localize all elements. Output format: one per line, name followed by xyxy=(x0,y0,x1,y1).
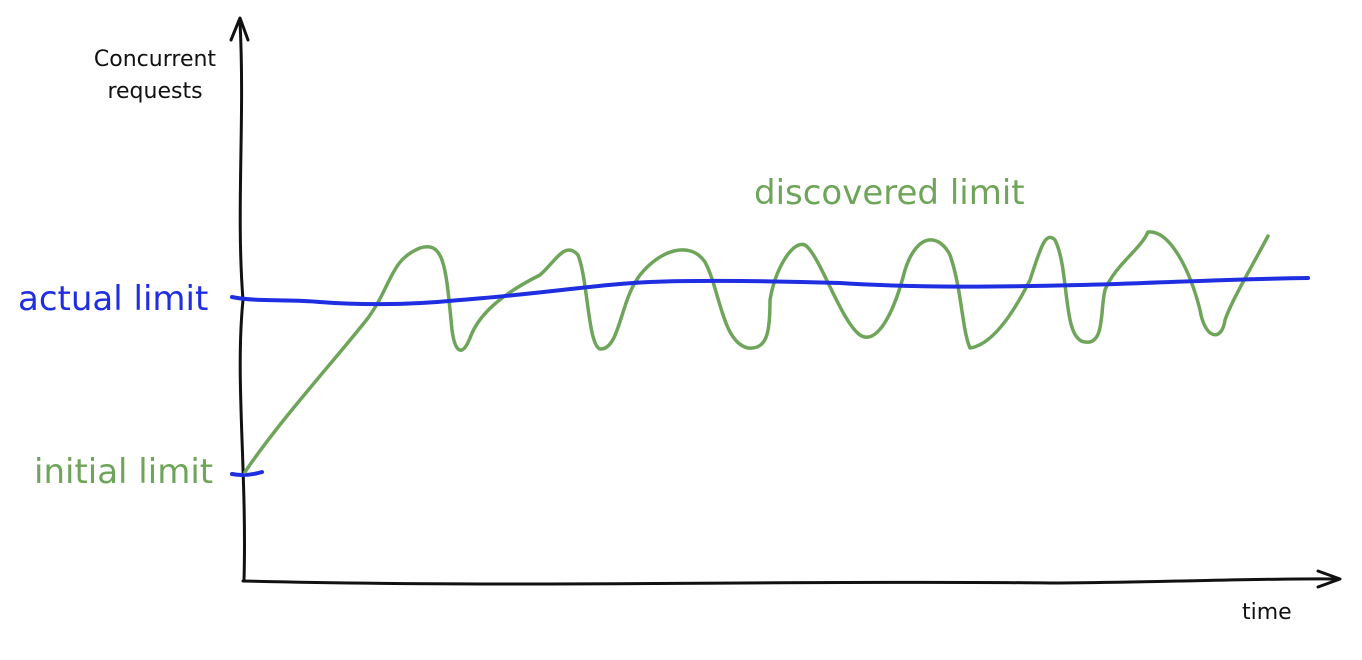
y-axis-label-line-2: requests xyxy=(107,79,203,104)
y-axis-label: Concurrent requests xyxy=(70,44,240,108)
y-axis-line xyxy=(238,20,246,583)
y-axis-label-line-1: Concurrent xyxy=(93,47,217,72)
actual-limit-label: actual limit xyxy=(18,279,209,319)
initial-limit-label: initial limit xyxy=(34,452,214,492)
x-axis-line xyxy=(241,577,1340,586)
y-axis-arrowhead xyxy=(229,16,250,42)
x-axis-label: time xyxy=(1242,600,1292,625)
discovered-limit-label: discovered limit xyxy=(754,173,1025,213)
initial-limit-tick xyxy=(230,470,264,478)
actual-limit-curve xyxy=(230,276,1310,307)
discovered-limit-curve xyxy=(243,230,1270,474)
x-axis-arrowhead xyxy=(1316,569,1342,589)
